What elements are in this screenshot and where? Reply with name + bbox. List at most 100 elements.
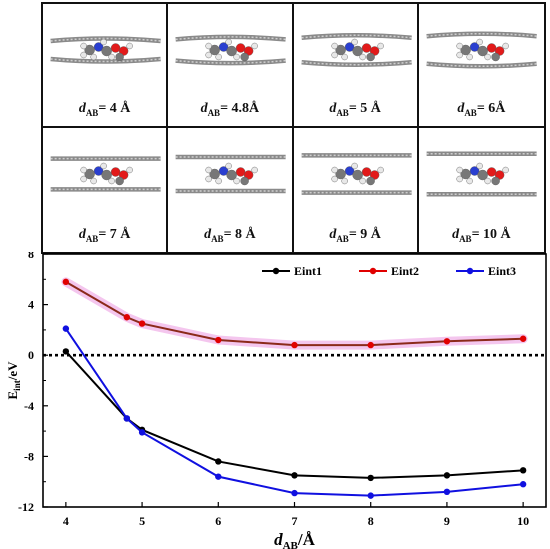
label-value: = 4 Å <box>98 101 131 117</box>
interaction-energy-chart: -12 -8 -4 0 4 8 4 5 6 7 8 9 10 Eint/eV dAB/Å Eint1 Eint2… <box>5 252 547 549</box>
x-axis-subscript: AB <box>283 540 299 549</box>
atom <box>226 169 238 181</box>
atom <box>351 169 363 181</box>
atom <box>126 166 133 174</box>
atom <box>240 176 250 186</box>
atom <box>209 168 221 180</box>
atom <box>460 168 471 180</box>
data-point-eint3 <box>291 489 298 497</box>
data-point-eint3 <box>138 429 146 436</box>
molecular-structure-image <box>300 33 412 67</box>
atom <box>365 176 375 186</box>
x-tick-label: 6 <box>215 514 221 528</box>
legend-marker <box>466 267 474 275</box>
atom <box>358 177 366 185</box>
label-subscript: AB <box>207 108 221 118</box>
label-value: = 7 Å <box>98 227 131 243</box>
data-point-eint2 <box>367 341 374 349</box>
atom <box>236 167 246 177</box>
legend-marker <box>272 267 280 275</box>
atom <box>80 166 87 174</box>
y-axis-unit: /eV <box>5 361 20 381</box>
molecular-structure-image <box>175 154 286 194</box>
structure-panel: dAB= 4 Å <box>43 4 169 128</box>
molecular-structure-image <box>426 151 537 197</box>
structure-panel: dAB= 5 Å <box>293 4 419 128</box>
atom <box>361 43 371 53</box>
molecular-structure-image <box>301 153 412 195</box>
structure-panel: dAB= 4.8Å <box>168 4 294 128</box>
series-line-eint2 <box>65 280 524 347</box>
series-line-eint3 <box>65 328 524 497</box>
atom <box>251 42 259 50</box>
atom <box>115 52 124 62</box>
data-point-eint3 <box>443 488 451 496</box>
atom <box>115 176 124 186</box>
atom <box>456 166 463 174</box>
atom <box>502 42 509 50</box>
data-point-eint1 <box>291 472 298 479</box>
legend-marker <box>369 267 377 275</box>
atom <box>476 162 483 170</box>
atom <box>215 53 223 61</box>
label-symbol: d <box>452 227 460 243</box>
atom <box>477 45 488 57</box>
label-value: = 8 Å <box>223 227 256 243</box>
data-point-eint3 <box>62 325 70 332</box>
atom <box>225 38 233 46</box>
atom <box>365 52 375 62</box>
y-tick-label: 0 <box>28 348 34 362</box>
data-point-eint3 <box>123 415 131 422</box>
atom <box>205 175 213 183</box>
label-symbol: d <box>78 227 86 243</box>
atom <box>330 166 338 174</box>
label-value: = 4.8Å <box>220 101 260 117</box>
atom <box>376 42 384 50</box>
atom <box>236 43 246 53</box>
label-subscript: AB <box>211 234 224 244</box>
atom <box>330 175 338 183</box>
structure-panel: dAB= 6Å <box>418 4 544 128</box>
atom <box>351 45 363 57</box>
legend-label: Eint1 <box>294 264 322 278</box>
atom <box>466 53 473 61</box>
y-tick-label: 4 <box>28 298 34 312</box>
atom <box>344 42 354 52</box>
atom <box>358 53 366 61</box>
atom <box>350 162 358 170</box>
atom <box>476 38 483 46</box>
label-value: = 9 Å <box>348 227 381 243</box>
structure-panel: dAB= 9 Å <box>294 128 419 252</box>
graphene-sheet <box>175 34 287 42</box>
atom <box>80 42 87 50</box>
atom <box>233 53 241 61</box>
label-subscript: AB <box>85 234 99 244</box>
data-point-eint2 <box>291 341 298 349</box>
data-point-eint2 <box>62 278 70 286</box>
x-tick-label: 4 <box>63 514 69 528</box>
atom <box>90 177 97 185</box>
atom <box>233 177 241 185</box>
atom <box>108 53 115 61</box>
label-subscript: AB <box>464 108 477 118</box>
atom <box>108 177 115 185</box>
label-value: = 10 Å <box>471 227 511 243</box>
data-point-eint3 <box>519 481 527 488</box>
panel-distance-label: dAB= 4.8Å <box>168 101 291 118</box>
atom <box>93 166 104 176</box>
label-symbol: d <box>329 101 337 117</box>
y-tick-label: -12 <box>18 500 34 514</box>
data-point-eint2 <box>123 314 131 321</box>
atom <box>469 42 480 52</box>
x-tick-label: 5 <box>139 514 145 528</box>
label-symbol: d <box>329 227 337 243</box>
data-point-eint3 <box>367 492 374 499</box>
data-point-eint1 <box>443 472 451 479</box>
graphene-sheet <box>300 59 412 67</box>
graphene-sheet <box>426 31 537 39</box>
atom <box>491 52 500 62</box>
atom <box>100 38 107 46</box>
panel-distance-label: dAB= 7 Å <box>43 227 166 244</box>
atom <box>477 169 488 181</box>
graphene-sheet <box>426 61 537 69</box>
